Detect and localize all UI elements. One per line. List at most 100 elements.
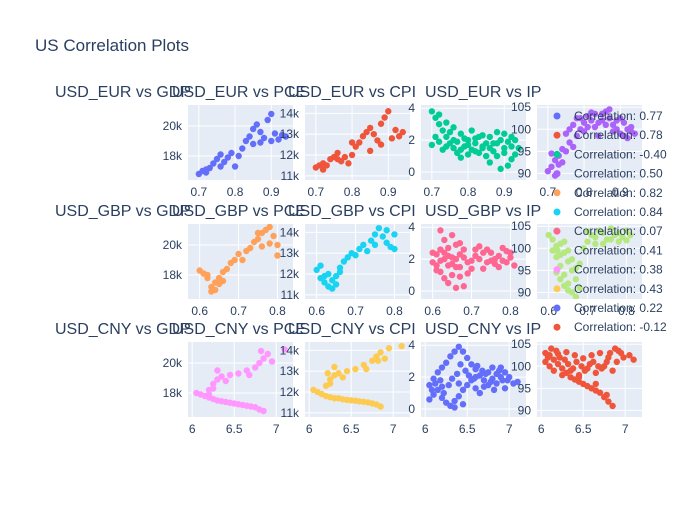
data-point[interactable] — [275, 136, 282, 143]
data-point[interactable] — [482, 370, 489, 378]
data-point[interactable] — [437, 257, 444, 264]
data-point[interactable] — [257, 128, 264, 136]
data-point[interactable] — [584, 365, 591, 372]
data-point[interactable] — [374, 137, 381, 144]
data-point[interactable] — [504, 377, 511, 384]
data-point[interactable] — [490, 148, 497, 155]
data-point[interactable] — [257, 347, 265, 355]
data-point[interactable] — [214, 367, 221, 374]
data-point[interactable] — [580, 355, 587, 362]
data-point[interactable] — [242, 137, 250, 145]
data-point[interactable] — [626, 352, 633, 359]
data-point[interactable] — [493, 128, 501, 136]
data-point[interactable] — [435, 111, 443, 118]
data-point[interactable] — [486, 133, 493, 141]
data-point[interactable] — [445, 252, 452, 260]
data-point[interactable] — [235, 370, 242, 377]
data-point[interactable] — [448, 231, 456, 239]
data-point[interactable] — [479, 132, 486, 139]
data-point[interactable] — [217, 151, 224, 158]
data-point[interactable] — [352, 252, 359, 259]
data-point[interactable] — [476, 243, 483, 250]
data-point[interactable] — [231, 163, 239, 170]
data-point[interactable] — [613, 358, 620, 366]
data-point[interactable] — [544, 167, 552, 175]
data-point[interactable] — [545, 231, 552, 239]
data-point[interactable] — [501, 144, 508, 152]
data-point[interactable] — [204, 271, 211, 279]
data-point[interactable] — [546, 363, 553, 370]
data-point[interactable] — [507, 249, 514, 256]
data-point[interactable] — [457, 130, 465, 137]
data-point[interactable] — [317, 262, 324, 269]
data-point[interactable] — [609, 128, 617, 135]
data-point[interactable] — [264, 350, 271, 358]
data-point[interactable] — [591, 123, 599, 131]
data-point[interactable] — [459, 386, 467, 394]
data-point[interactable] — [325, 270, 332, 278]
data-point[interactable] — [270, 232, 277, 240]
data-point[interactable] — [447, 353, 454, 360]
data-point[interactable] — [459, 348, 467, 355]
data-point[interactable] — [592, 240, 599, 248]
data-point[interactable] — [465, 372, 473, 379]
data-point[interactable] — [576, 260, 583, 267]
data-point[interactable] — [607, 236, 615, 243]
data-point[interactable] — [339, 374, 346, 381]
data-point[interactable] — [584, 228, 591, 235]
data-point[interactable] — [217, 163, 224, 170]
data-point[interactable] — [493, 140, 501, 147]
data-point[interactable] — [443, 359, 450, 366]
data-point[interactable] — [224, 154, 232, 161]
data-point[interactable] — [459, 401, 467, 408]
data-point[interactable] — [363, 128, 370, 136]
data-point[interactable] — [596, 349, 604, 357]
data-point[interactable] — [568, 256, 576, 263]
data-point[interactable] — [564, 286, 572, 294]
data-point[interactable] — [580, 128, 588, 135]
data-point[interactable] — [205, 391, 213, 398]
data-point[interactable] — [627, 123, 635, 131]
data-point[interactable] — [461, 135, 468, 142]
data-point[interactable] — [495, 263, 502, 271]
data-point[interactable] — [369, 400, 376, 407]
data-point[interactable] — [456, 239, 464, 247]
data-point[interactable] — [564, 360, 572, 368]
data-point[interactable] — [377, 403, 384, 410]
data-point[interactable] — [379, 233, 386, 240]
data-point[interactable] — [590, 358, 597, 366]
data-point[interactable] — [451, 404, 458, 411]
data-point[interactable] — [399, 128, 406, 136]
data-point[interactable] — [329, 285, 336, 292]
data-point[interactable] — [557, 275, 564, 283]
data-point[interactable] — [624, 134, 631, 142]
data-point[interactable] — [437, 377, 444, 384]
data-point[interactable] — [605, 398, 612, 405]
data-point[interactable] — [503, 259, 510, 266]
data-point[interactable] — [334, 155, 341, 163]
data-point[interactable] — [352, 143, 359, 150]
data-point[interactable] — [443, 133, 450, 141]
data-point[interactable] — [441, 275, 448, 282]
data-point[interactable] — [548, 163, 555, 170]
data-point[interactable] — [499, 244, 506, 252]
data-point[interactable] — [457, 146, 465, 153]
data-point[interactable] — [439, 146, 446, 153]
data-point[interactable] — [455, 393, 462, 400]
data-point[interactable] — [504, 162, 512, 169]
data-point[interactable] — [221, 158, 228, 166]
data-point[interactable] — [602, 121, 609, 129]
data-point[interactable] — [599, 229, 607, 237]
data-point[interactable] — [454, 138, 461, 145]
data-point[interactable] — [452, 255, 460, 263]
data-point[interactable] — [609, 121, 617, 129]
legend-item[interactable]: Correlation: 0.84 — [553, 205, 664, 219]
data-point[interactable] — [495, 367, 503, 374]
data-point[interactable] — [507, 254, 514, 261]
data-point[interactable] — [566, 139, 573, 146]
data-point[interactable] — [210, 395, 217, 403]
data-point[interactable] — [435, 120, 443, 128]
data-point[interactable] — [348, 139, 356, 146]
data-point[interactable] — [603, 391, 610, 399]
data-point[interactable] — [356, 245, 363, 253]
